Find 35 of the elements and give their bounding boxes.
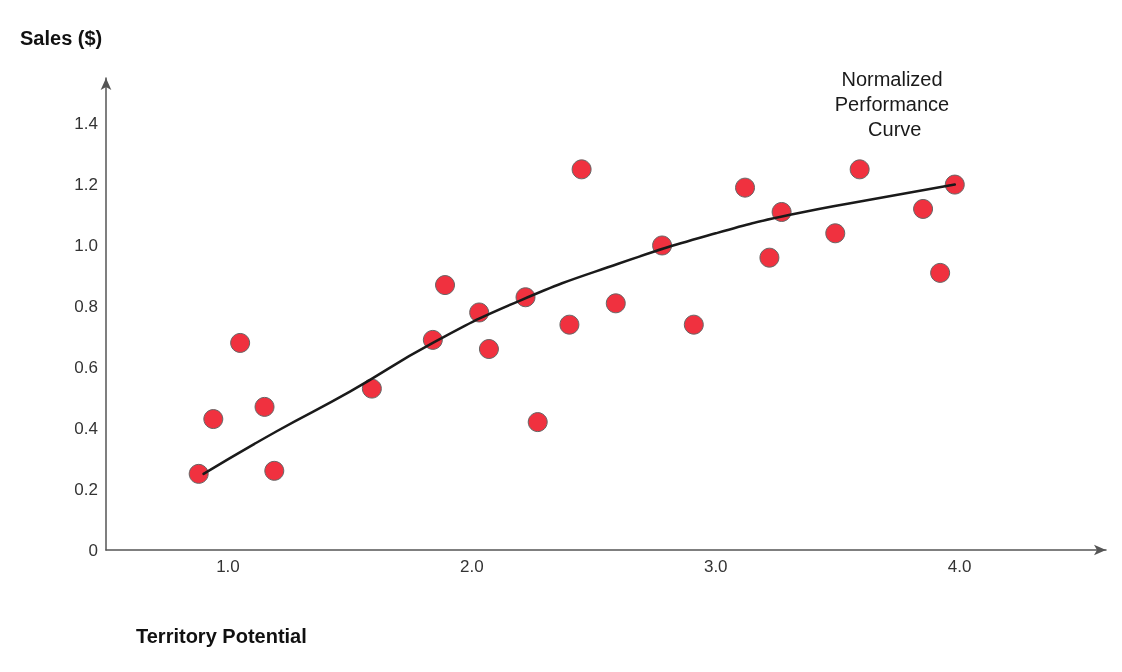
y-axis-title: Sales ($)	[20, 27, 103, 49]
point	[264, 460, 285, 481]
x-axis-title: Territory Potential	[136, 625, 307, 647]
point	[478, 339, 499, 360]
x-tick-label: 2.0	[460, 557, 484, 576]
point	[825, 223, 846, 244]
y-tick-label: 0.4	[74, 418, 98, 438]
point	[559, 314, 580, 335]
point	[527, 412, 548, 433]
point	[254, 396, 275, 417]
point	[735, 177, 756, 198]
x-tick-label: 1.0	[216, 557, 240, 576]
point	[605, 293, 626, 314]
x-tick-label: 4.0	[947, 557, 972, 576]
point	[571, 159, 592, 180]
point	[849, 159, 870, 180]
point	[188, 463, 209, 484]
point	[203, 409, 224, 430]
x-tick-label: 3.0	[703, 557, 728, 576]
point	[759, 247, 780, 268]
y-tick-label: 1.2	[74, 175, 98, 195]
point	[944, 174, 965, 195]
y-tick-label: 0.8	[74, 296, 98, 316]
point	[913, 198, 934, 219]
point	[230, 332, 251, 353]
y-tick-label: 0	[88, 540, 98, 560]
point	[683, 314, 704, 335]
y-tick-label: 0.2	[74, 479, 98, 499]
point	[930, 262, 951, 283]
point	[361, 378, 382, 399]
y-tick-label: 1.4	[74, 114, 98, 134]
text: Normalized Performance Curve	[834, 68, 955, 141]
point	[435, 275, 456, 296]
y-tick-label: 1.0	[74, 235, 98, 255]
y-tick-label: 0.6	[74, 357, 98, 377]
